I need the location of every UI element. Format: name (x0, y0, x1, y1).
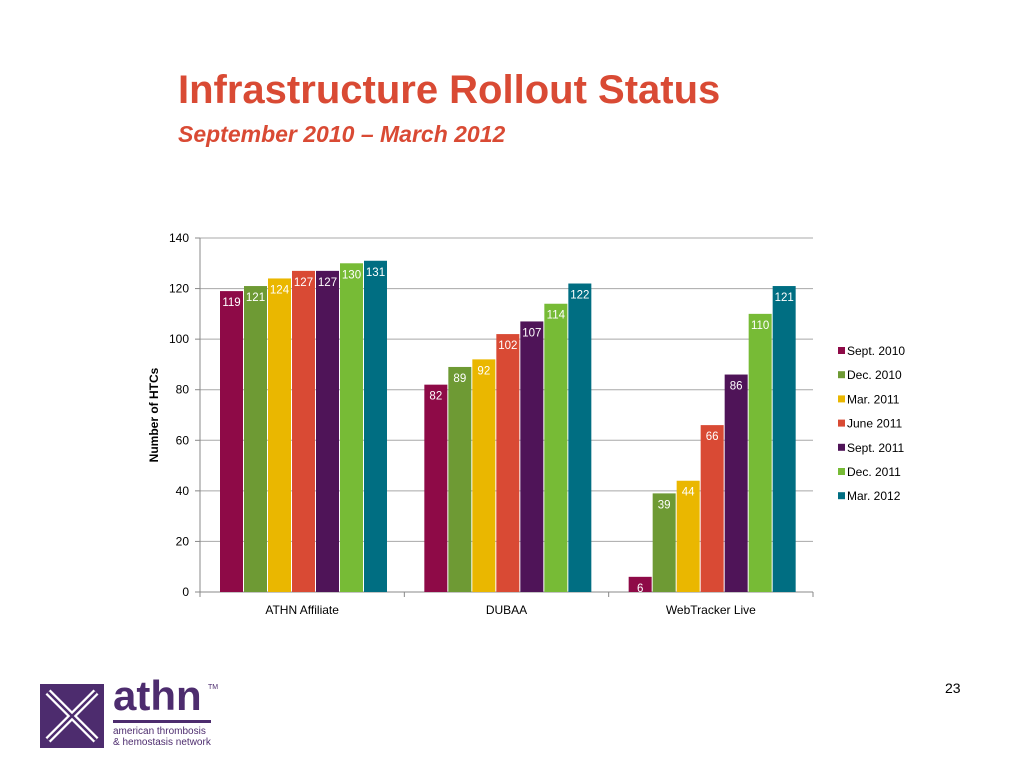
bar (364, 260, 387, 592)
data-label: 124 (270, 284, 290, 296)
bar-chart: 0 20 40 60 80 100 120 140 Number of HTCs ATHN Aff… (147, 231, 905, 617)
data-label: 39 (658, 499, 671, 511)
legend-label: Sept. 2011 (847, 441, 904, 455)
data-label: 114 (547, 310, 566, 322)
legend-swatch (838, 347, 845, 354)
legend-label: Dec. 2010 (847, 368, 902, 382)
legend-swatch (838, 468, 845, 475)
bar (244, 286, 267, 592)
logo-wordmark: athn (113, 672, 202, 719)
x-tick-label: ATHN Affiliate (265, 603, 339, 617)
data-label: 131 (366, 267, 385, 279)
logo-tagline-line2: & hemostasis network (113, 737, 211, 748)
legend-swatch (838, 419, 845, 427)
x-tick-label: WebTracker Live (666, 603, 756, 617)
y-tick-label: 40 (176, 484, 190, 498)
y-tick-label: 120 (169, 282, 189, 296)
data-label: 107 (522, 327, 541, 339)
legend-label: Sept. 2010 (847, 344, 905, 358)
legend-swatch (838, 395, 845, 403)
y-tick-label: 0 (182, 585, 189, 599)
legend-label: June 2011 (847, 417, 902, 431)
y-tick-label: 60 (176, 433, 190, 447)
bar (700, 425, 724, 592)
legend-swatch (838, 371, 845, 379)
bar (568, 283, 592, 592)
bar (448, 366, 472, 592)
bar (268, 278, 291, 592)
legend-label: Dec. 2011 (847, 465, 901, 479)
bar (748, 313, 772, 592)
y-tick-label: 100 (169, 332, 189, 346)
bar (724, 374, 748, 592)
bar (520, 321, 544, 592)
legend-label: Mar. 2011 (847, 392, 900, 406)
data-label: 82 (429, 391, 442, 403)
y-axis-label: Number of HTCs (147, 367, 161, 462)
data-label: 89 (453, 373, 466, 385)
bar (220, 291, 243, 592)
bar (676, 480, 700, 592)
data-label: 44 (682, 487, 695, 499)
bar (292, 270, 315, 592)
data-label: 127 (294, 277, 313, 289)
bar (340, 263, 363, 592)
data-label: 110 (751, 320, 769, 332)
data-label: 127 (318, 277, 337, 289)
data-label: 121 (246, 292, 265, 304)
data-label: 130 (342, 269, 361, 281)
legend-swatch (838, 443, 845, 451)
bar (424, 384, 448, 592)
bar (772, 286, 796, 592)
logo-tagline-line1: american thrombosis (113, 726, 206, 737)
logo-x-mark-icon (40, 684, 104, 748)
bar (316, 270, 339, 592)
y-tick-label: 20 (176, 534, 190, 548)
legend-swatch (838, 492, 845, 500)
data-label: 122 (570, 290, 589, 302)
logo-divider (113, 720, 211, 723)
data-label: 66 (706, 431, 719, 443)
data-label: 121 (775, 292, 794, 304)
bar (496, 334, 520, 592)
data-label: 6 (637, 583, 643, 595)
bar (472, 359, 496, 592)
slide-subtitle: September 2010 – March 2012 (178, 121, 506, 147)
y-tick-label: 80 (176, 383, 190, 397)
slide-title: Infrastructure Rollout Status (178, 68, 721, 112)
bar (544, 303, 568, 592)
legend-label: Mar. 2012 (847, 489, 901, 503)
page-number: 23 (945, 680, 961, 696)
y-tick-label: 140 (169, 231, 189, 245)
data-label: 86 (730, 381, 743, 393)
x-tick-label: DUBAA (486, 603, 527, 617)
athn-logo: athn TM american thrombosis & hemostasis… (40, 672, 240, 750)
bar (652, 493, 676, 592)
bar (628, 576, 652, 592)
data-label: 119 (222, 297, 240, 309)
data-label: 102 (498, 340, 517, 352)
logo-trademark: TM (208, 684, 219, 691)
data-label: 92 (477, 365, 490, 377)
